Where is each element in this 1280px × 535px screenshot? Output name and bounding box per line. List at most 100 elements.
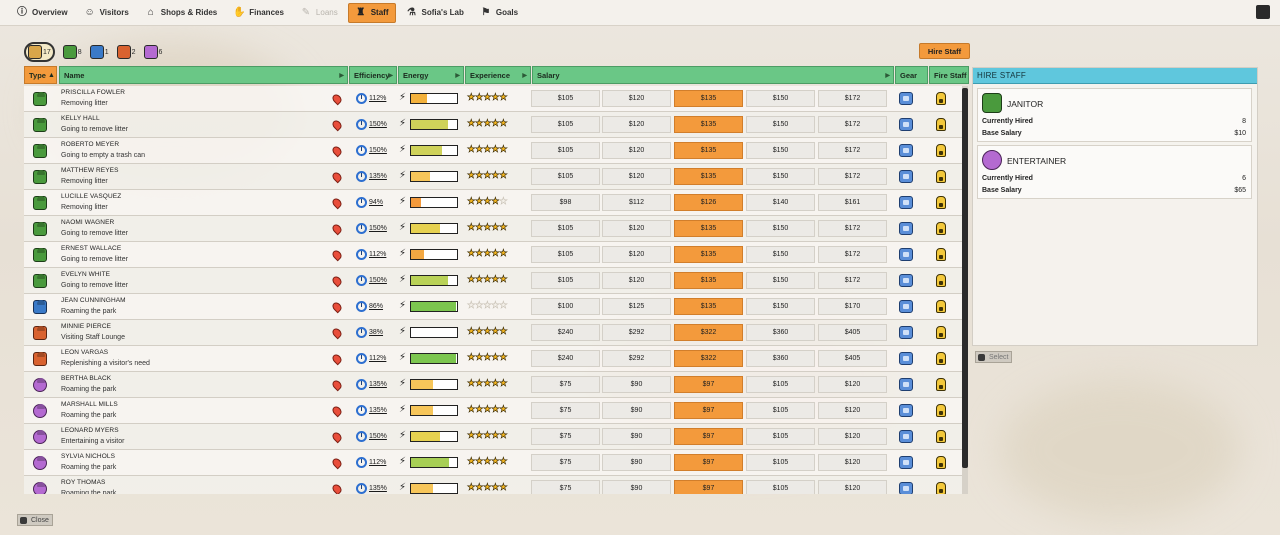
salary-option[interactable]: $172 — [818, 142, 887, 159]
locate-pin-icon[interactable] — [330, 196, 344, 210]
gear-icon[interactable] — [899, 404, 913, 417]
efficiency-value[interactable]: 135% — [369, 173, 387, 180]
efficiency-value[interactable]: 112% — [369, 355, 387, 362]
gear-icon[interactable] — [899, 118, 913, 131]
gear-icon[interactable] — [899, 430, 913, 443]
table-row[interactable]: MARSHALL MILLS Roaming the park 135% ⚡ ★★★★★… — [24, 398, 964, 424]
table-row[interactable]: EVELYN WHITE Going to remove litter 150% ⚡ ★… — [24, 268, 964, 294]
salary-option[interactable]: $135 — [674, 116, 743, 133]
salary-option[interactable]: $90 — [602, 376, 671, 393]
salary-option[interactable]: $172 — [818, 90, 887, 107]
fire-staff-icon[interactable] — [936, 118, 946, 131]
column-gear[interactable]: Gear — [895, 66, 928, 84]
fire-staff-icon[interactable] — [936, 92, 946, 105]
efficiency-value[interactable]: 135% — [369, 407, 387, 414]
salary-option[interactable]: $75 — [531, 402, 600, 419]
salary-option[interactable]: $172 — [818, 246, 887, 263]
locate-pin-icon[interactable] — [330, 482, 344, 494]
salary-option[interactable]: $75 — [531, 428, 600, 445]
locate-pin-icon[interactable] — [330, 430, 344, 444]
tab-visitors[interactable]: ☺ Visitors — [84, 6, 129, 18]
gear-icon[interactable] — [899, 326, 913, 339]
salary-option[interactable]: $135 — [674, 298, 743, 315]
salary-option[interactable]: $75 — [531, 480, 600, 494]
tab-overview[interactable]: ⓘ Overview — [17, 6, 68, 18]
salary-option[interactable]: $120 — [602, 168, 671, 185]
efficiency-value[interactable]: 135% — [369, 485, 387, 492]
fire-staff-icon[interactable] — [936, 248, 946, 261]
salary-option[interactable]: $100 — [531, 298, 600, 315]
salary-option[interactable]: $105 — [531, 90, 600, 107]
salary-option[interactable]: $105 — [531, 246, 600, 263]
tab-loans[interactable]: ✎ Loans — [301, 6, 338, 18]
salary-option[interactable]: $105 — [531, 142, 600, 159]
table-row[interactable]: LEON VARGAS Replenishing a visitor's need… — [24, 346, 964, 372]
salary-option[interactable]: $360 — [746, 350, 815, 367]
table-row[interactable]: MINNIE PIERCE Visiting Staff Lounge 38% ⚡ ★★… — [24, 320, 964, 346]
efficiency-value[interactable]: 150% — [369, 433, 387, 440]
salary-option[interactable]: $150 — [746, 90, 815, 107]
salary-option[interactable]: $120 — [818, 402, 887, 419]
fire-staff-icon[interactable] — [936, 170, 946, 183]
salary-option[interactable]: $150 — [746, 142, 815, 159]
fire-staff-icon[interactable] — [936, 196, 946, 209]
column-experience[interactable]: Experience ▶ — [465, 66, 531, 84]
salary-option[interactable]: $126 — [674, 194, 743, 211]
salary-option[interactable]: $135 — [674, 220, 743, 237]
gear-icon[interactable] — [899, 170, 913, 183]
salary-option[interactable]: $120 — [602, 220, 671, 237]
efficiency-value[interactable]: 135% — [369, 381, 387, 388]
efficiency-value[interactable]: 38% — [369, 329, 384, 336]
locate-pin-icon[interactable] — [330, 118, 344, 132]
salary-option[interactable]: $90 — [602, 454, 671, 471]
table-row[interactable]: SYLVIA NICHOLS Roaming the park 112% ⚡ ★★★★★… — [24, 450, 964, 476]
locate-pin-icon[interactable] — [330, 378, 344, 392]
salary-option[interactable]: $105 — [746, 402, 815, 419]
locate-pin-icon[interactable] — [330, 248, 344, 262]
salary-option[interactable]: $172 — [818, 220, 887, 237]
tab-shops-rides[interactable]: ⌂ Shops & Rides — [139, 3, 223, 23]
salary-option[interactable]: $105 — [746, 428, 815, 445]
salary-option[interactable]: $120 — [602, 272, 671, 289]
salary-option[interactable]: $97 — [674, 402, 743, 419]
salary-option[interactable]: $150 — [746, 246, 815, 263]
window-close-icon[interactable] — [1256, 5, 1270, 19]
hire-staff-button[interactable]: Hire Staff — [919, 43, 970, 59]
filter-mechanic[interactable]: 1 — [89, 45, 109, 59]
gear-icon[interactable] — [899, 92, 913, 105]
fire-staff-icon[interactable] — [936, 222, 946, 235]
table-row[interactable]: JEAN CUNNINGHAM Roaming the park 86% ⚡ ★★★★★… — [24, 294, 964, 320]
salary-option[interactable]: $135 — [674, 90, 743, 107]
salary-option[interactable]: $161 — [818, 194, 887, 211]
salary-option[interactable]: $322 — [674, 350, 743, 367]
gear-icon[interactable] — [899, 196, 913, 209]
salary-option[interactable]: $172 — [818, 168, 887, 185]
efficiency-value[interactable]: 150% — [369, 147, 387, 154]
efficiency-value[interactable]: 112% — [369, 95, 387, 102]
gear-icon[interactable] — [899, 456, 913, 469]
table-row[interactable]: ROBERTO MEYER Going to empty a trash can 1… — [24, 138, 964, 164]
salary-option[interactable]: $135 — [674, 142, 743, 159]
locate-pin-icon[interactable] — [330, 222, 344, 236]
salary-option[interactable]: $150 — [746, 272, 815, 289]
table-row[interactable]: NAOMI WAGNER Going to remove litter 150% ⚡ ★… — [24, 216, 964, 242]
fire-staff-icon[interactable] — [936, 430, 946, 443]
locate-pin-icon[interactable] — [330, 92, 344, 106]
salary-option[interactable]: $135 — [674, 246, 743, 263]
locate-pin-icon[interactable] — [330, 274, 344, 288]
salary-option[interactable]: $75 — [531, 376, 600, 393]
locate-pin-icon[interactable] — [330, 352, 344, 366]
locate-pin-icon[interactable] — [330, 456, 344, 470]
salary-option[interactable]: $150 — [746, 298, 815, 315]
salary-option[interactable]: $120 — [602, 142, 671, 159]
salary-option[interactable]: $150 — [746, 220, 815, 237]
gear-icon[interactable] — [899, 222, 913, 235]
gear-icon[interactable] — [899, 378, 913, 391]
scrollbar-thumb[interactable] — [962, 88, 968, 468]
salary-option[interactable]: $135 — [674, 272, 743, 289]
fire-staff-icon[interactable] — [936, 378, 946, 391]
column-salary[interactable]: Salary ▶ — [532, 66, 894, 84]
salary-option[interactable]: $120 — [818, 376, 887, 393]
gear-icon[interactable] — [899, 274, 913, 287]
hire-card-entertainer[interactable]: ENTERTAINER Currently Hired 6 Base Salar… — [977, 145, 1252, 199]
